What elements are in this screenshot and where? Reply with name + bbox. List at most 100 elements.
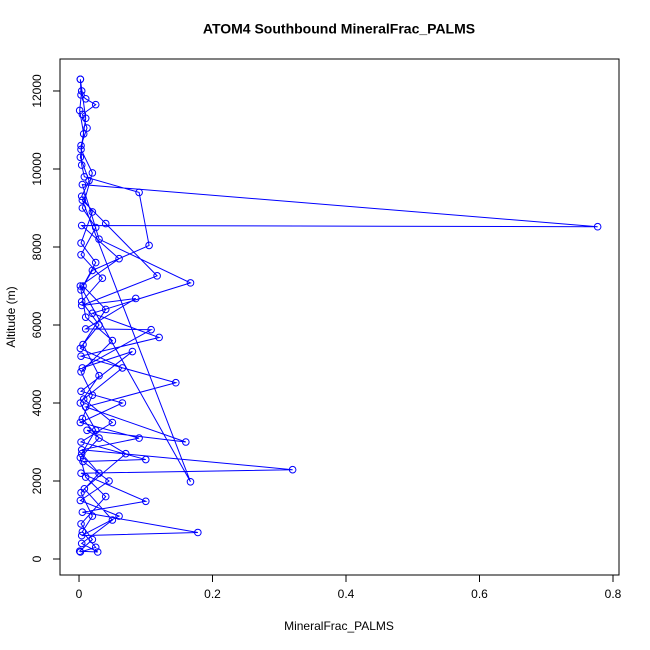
data-point bbox=[131, 294, 140, 303]
data-point bbox=[95, 321, 103, 329]
data-point bbox=[77, 91, 85, 99]
data-point bbox=[77, 449, 86, 458]
data-point bbox=[108, 336, 117, 345]
data-point bbox=[77, 192, 86, 201]
x-tick-label: 0.4 bbox=[338, 587, 355, 601]
data-point bbox=[101, 219, 110, 228]
data-point bbox=[108, 516, 117, 524]
data-point bbox=[186, 279, 195, 287]
data-point bbox=[77, 221, 86, 230]
data-point bbox=[93, 548, 102, 556]
data-point bbox=[83, 426, 91, 435]
data-point bbox=[77, 352, 85, 360]
data-point bbox=[135, 188, 143, 197]
data-point bbox=[118, 364, 127, 372]
y-tick-label: 4000 bbox=[30, 389, 44, 416]
data-point bbox=[76, 344, 85, 353]
data-point bbox=[78, 364, 87, 372]
data-point bbox=[91, 100, 100, 109]
data-point bbox=[77, 469, 85, 478]
y-tick-label: 8000 bbox=[30, 233, 44, 260]
data-point bbox=[78, 527, 87, 536]
data-point bbox=[145, 241, 153, 250]
data-point bbox=[91, 543, 100, 552]
data-point bbox=[77, 539, 86, 548]
data-point bbox=[77, 446, 86, 454]
data-point bbox=[88, 535, 97, 544]
x-axis-label: MineralFrac_PALMS bbox=[284, 619, 394, 633]
data-point bbox=[95, 371, 103, 380]
data-point bbox=[77, 531, 86, 540]
data-point bbox=[91, 426, 100, 435]
data-point bbox=[75, 547, 84, 556]
data-point bbox=[153, 272, 161, 280]
data-point bbox=[77, 367, 85, 376]
data-point bbox=[77, 286, 85, 294]
data-point bbox=[91, 258, 100, 267]
data-point bbox=[81, 114, 90, 123]
data-point bbox=[95, 235, 103, 243]
data-point bbox=[81, 473, 90, 481]
data-point bbox=[78, 508, 87, 517]
chart-title: ATOM4 Southbound MineralFrac_PALMS bbox=[203, 21, 475, 37]
data-point bbox=[77, 250, 85, 259]
data-point bbox=[76, 496, 85, 505]
data-point bbox=[98, 274, 107, 282]
data-point bbox=[77, 141, 85, 150]
data-point bbox=[593, 222, 602, 231]
data-point bbox=[77, 301, 86, 310]
data-point bbox=[76, 153, 85, 162]
data-point bbox=[77, 87, 86, 95]
data-point bbox=[80, 172, 89, 181]
data-point bbox=[121, 449, 130, 458]
data-point bbox=[95, 434, 103, 442]
x-tick-label: 0 bbox=[76, 587, 83, 601]
data-point bbox=[76, 399, 85, 407]
data-point bbox=[88, 512, 97, 520]
data-point bbox=[77, 488, 85, 497]
data-point bbox=[115, 254, 123, 263]
data-point bbox=[79, 130, 88, 138]
data-point bbox=[194, 528, 202, 537]
data-point bbox=[76, 418, 85, 427]
data-point bbox=[77, 297, 86, 306]
data-point bbox=[77, 387, 85, 396]
x-tick-label: 0.6 bbox=[471, 587, 488, 601]
data-point bbox=[81, 94, 90, 103]
data-point bbox=[78, 204, 87, 212]
data-point bbox=[88, 208, 97, 216]
data-point bbox=[76, 282, 85, 290]
data-point bbox=[76, 75, 85, 84]
x-tick-label: 0.2 bbox=[204, 587, 221, 601]
data-point bbox=[128, 347, 137, 356]
x-tick-label: 0.8 bbox=[605, 587, 622, 601]
data-point bbox=[147, 325, 155, 334]
plot-frame bbox=[59, 58, 620, 576]
data-point bbox=[135, 434, 143, 442]
data-point bbox=[78, 196, 87, 204]
data-point bbox=[88, 391, 97, 399]
data-point bbox=[186, 477, 195, 486]
data-point bbox=[77, 438, 85, 446]
data-point bbox=[155, 333, 163, 342]
y-tick-label: 10000 bbox=[30, 152, 44, 186]
data-point bbox=[95, 469, 103, 478]
data-point bbox=[115, 512, 123, 520]
data-point bbox=[77, 239, 85, 247]
data-point bbox=[83, 124, 91, 132]
data-point bbox=[75, 106, 84, 115]
data-point bbox=[77, 161, 86, 169]
y-tick-label: 0 bbox=[30, 555, 44, 562]
data-point bbox=[76, 548, 85, 556]
data-point bbox=[118, 399, 127, 407]
data-point bbox=[172, 378, 180, 387]
data-point bbox=[85, 176, 93, 185]
data-point bbox=[88, 266, 97, 275]
data-point bbox=[182, 438, 190, 446]
data-point bbox=[91, 223, 100, 232]
data-point bbox=[88, 309, 97, 318]
data-point bbox=[79, 457, 87, 466]
data-point bbox=[81, 313, 90, 321]
data-line bbox=[78, 79, 598, 553]
data-point bbox=[78, 180, 87, 189]
